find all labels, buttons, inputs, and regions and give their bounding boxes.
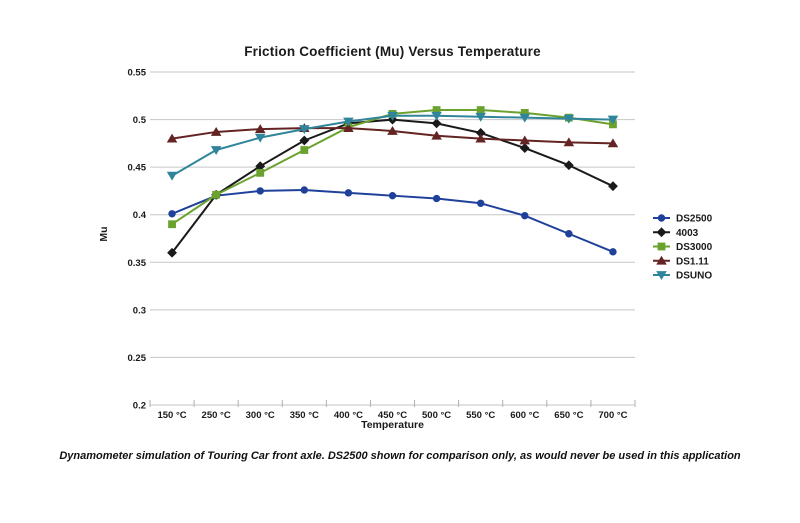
series-marker-4003 — [431, 118, 442, 129]
series-marker-DSUNO — [343, 117, 354, 127]
legend-marker-DS1.11 — [656, 255, 667, 265]
series-marker-DS1.11 — [431, 130, 442, 140]
series-marker-DS2500 — [476, 199, 485, 207]
series-marker-4003 — [563, 160, 574, 171]
x-tick-label: 350 °C — [290, 410, 319, 421]
legend-label-4003: 4003 — [676, 228, 699, 239]
y-tick-label: 0.2 — [133, 401, 146, 412]
y-tick-label: 0.45 — [128, 163, 147, 174]
series-marker-DS3000 — [300, 146, 309, 154]
series-marker-DS2500 — [168, 210, 176, 218]
legend-marker-DS2500 — [657, 214, 666, 222]
series-marker-4003 — [475, 127, 486, 138]
x-tick-label: 700 °C — [598, 410, 627, 421]
y-tick-label: 0.3 — [133, 305, 146, 316]
series-marker-4003 — [167, 247, 177, 258]
legend-marker-4003 — [656, 227, 667, 238]
x-tick-label: 300 °C — [246, 410, 275, 421]
series-marker-DSUNO — [475, 112, 486, 122]
series-marker-DS3000 — [168, 220, 176, 229]
x-tick-label: 650 °C — [554, 410, 583, 421]
series-marker-DSUNO — [563, 114, 575, 124]
series-marker-DS3000 — [476, 106, 485, 114]
series-marker-DS2500 — [432, 194, 441, 203]
series-marker-4003 — [608, 181, 618, 192]
series-marker-DS1.11 — [387, 126, 398, 135]
series-marker-DS3000 — [256, 168, 265, 177]
legend-label-DS3000: DS3000 — [676, 242, 713, 253]
legend-marker-DS3000 — [657, 242, 666, 251]
legend-label-DSUNO: DSUNO — [676, 271, 712, 282]
series-marker-4003 — [299, 135, 310, 146]
y-tick-label: 0.4 — [133, 210, 147, 221]
series-line-4003 — [171, 118, 614, 254]
series-marker-DS1.11 — [519, 135, 531, 145]
x-tick-label: 600 °C — [510, 410, 539, 421]
series-marker-DS1.11 — [254, 124, 266, 133]
series-marker-DSUNO — [210, 146, 222, 155]
x-tick-label: 500 °C — [422, 410, 451, 421]
chart-title: Friction Coefficient (Mu) Versus Tempera… — [244, 44, 541, 59]
series-marker-DSUNO — [254, 133, 266, 143]
y-tick-label: 0.5 — [133, 115, 147, 126]
series-marker-DS2500 — [344, 189, 353, 197]
series-marker-DS2500 — [256, 187, 264, 195]
y-tick-label: 0.55 — [128, 68, 147, 79]
series-marker-DS2500 — [565, 230, 573, 238]
x-tick-label: 150 °C — [157, 410, 186, 421]
series-marker-DS1.11 — [210, 126, 222, 136]
series-marker-DSUNO — [299, 125, 310, 135]
series-marker-DSUNO — [431, 111, 442, 121]
series-marker-DS3000 — [212, 190, 221, 199]
series-marker-DS1.11 — [607, 138, 619, 148]
series-marker-DS1.11 — [475, 133, 486, 143]
series-marker-DSUNO — [607, 115, 619, 125]
series-marker-DS1.11 — [343, 123, 354, 133]
chart-caption: Dynamometer simulation of Touring Car fr… — [59, 450, 741, 462]
series-marker-DS2500 — [521, 211, 529, 220]
series-marker-DS1.11 — [166, 133, 178, 143]
series-marker-DS2500 — [300, 186, 309, 194]
legend-label-DS2500: DS2500 — [676, 214, 713, 225]
y-tick-label: 0.25 — [128, 353, 147, 364]
x-tick-label: 400 °C — [334, 410, 363, 421]
series-marker-DSUNO — [387, 111, 398, 121]
series-marker-DS1.11 — [563, 137, 575, 147]
series-marker-DS2500 — [388, 191, 397, 200]
x-tick-label: 550 °C — [466, 410, 495, 421]
x-tick-label: 450 °C — [378, 410, 407, 421]
series-marker-DS2500 — [609, 248, 617, 256]
x-tick-label: 250 °C — [202, 410, 231, 421]
legend-marker-DSUNO — [656, 271, 667, 280]
series-marker-DSUNO — [519, 113, 531, 123]
series-marker-4003 — [519, 143, 530, 154]
legend-label-DS1.11: DS1.11 — [676, 256, 709, 267]
y-axis-title: Mu — [98, 226, 110, 242]
series-marker-DSUNO — [166, 171, 178, 181]
x-axis-title: Temperature — [361, 419, 424, 431]
y-tick-label: 0.35 — [128, 258, 147, 269]
